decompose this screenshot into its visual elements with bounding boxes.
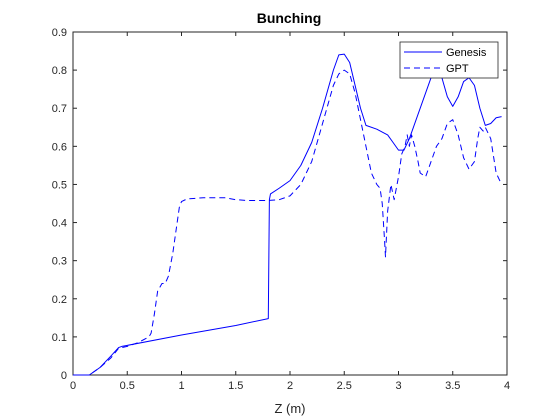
axis-ticks: 0 0.5 1 1.5 2 2.5 3 3.5 4 0 0.1 0.2 0.3 0.4 0.5 0.6 0.7 0…	[52, 27, 510, 392]
y-tick-label: 0.4	[52, 218, 67, 230]
series-line-genesis	[73, 53, 502, 376]
series-layer	[73, 53, 503, 376]
y-tick-label: 0.3	[52, 256, 67, 268]
x-axis-label: Z (m)	[274, 401, 305, 416]
x-tick-label: 3	[395, 380, 401, 392]
y-tick-label: 0.2	[52, 294, 67, 306]
y-tick-label: 0.8	[52, 65, 67, 77]
legend-label-gpt: GPT	[446, 63, 469, 75]
x-tick-label: 1.5	[228, 380, 243, 392]
plot-area	[72, 31, 508, 376]
series-line-gpt	[73, 69, 503, 376]
x-tick-label: 1	[178, 380, 184, 392]
x-tick-label: 0.5	[120, 380, 135, 392]
y-tick-label: 0.5	[52, 179, 67, 191]
x-tick-label: 2	[287, 380, 293, 392]
x-tick-label: 0	[70, 380, 76, 392]
y-tick-label: 0.6	[52, 141, 67, 153]
y-tick-label: 0	[61, 370, 67, 382]
chart-title: Bunching	[257, 10, 322, 26]
legend-label-genesis: Genesis	[446, 47, 487, 59]
y-tick-label: 0.7	[52, 103, 67, 115]
legend-box	[399, 41, 499, 79]
y-tick-label: 0.9	[52, 27, 67, 39]
y-tick-label: 0.1	[52, 332, 67, 344]
x-tick-label: 4	[504, 380, 510, 392]
x-tick-label: 3.5	[445, 380, 460, 392]
x-tick-label: 2.5	[337, 380, 352, 392]
legend: Genesis GPT	[399, 41, 499, 79]
